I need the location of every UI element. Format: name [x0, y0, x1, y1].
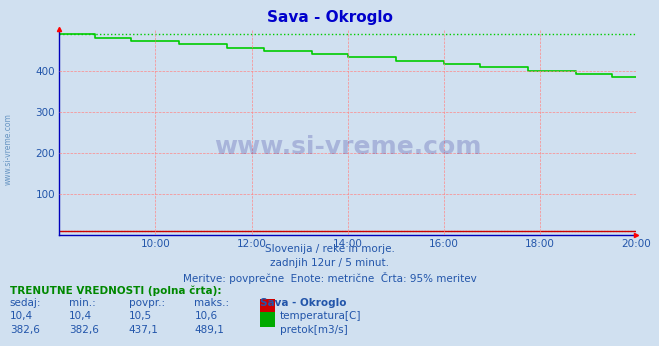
Text: temperatura[C]: temperatura[C] — [280, 311, 362, 321]
Text: povpr.:: povpr.: — [129, 298, 165, 308]
Text: www.si-vreme.com: www.si-vreme.com — [3, 113, 13, 185]
Text: maks.:: maks.: — [194, 298, 229, 308]
Text: 10,5: 10,5 — [129, 311, 152, 321]
Text: zadnjih 12ur / 5 minut.: zadnjih 12ur / 5 minut. — [270, 258, 389, 268]
Text: sedaj:: sedaj: — [10, 298, 42, 308]
Text: 382,6: 382,6 — [69, 325, 99, 335]
Text: 10,4: 10,4 — [69, 311, 92, 321]
Text: Meritve: povprečne  Enote: metrične  Črta: 95% meritev: Meritve: povprečne Enote: metrične Črta:… — [183, 272, 476, 284]
Text: min.:: min.: — [69, 298, 96, 308]
Text: Sava - Okroglo: Sava - Okroglo — [266, 10, 393, 25]
Text: 437,1: 437,1 — [129, 325, 158, 335]
Text: 382,6: 382,6 — [10, 325, 40, 335]
Text: www.si-vreme.com: www.si-vreme.com — [214, 135, 481, 159]
Text: 489,1: 489,1 — [194, 325, 224, 335]
Text: 10,4: 10,4 — [10, 311, 33, 321]
Text: TRENUTNE VREDNOSTI (polna črta):: TRENUTNE VREDNOSTI (polna črta): — [10, 285, 221, 296]
Text: Slovenija / reke in morje.: Slovenija / reke in morje. — [264, 244, 395, 254]
Text: pretok[m3/s]: pretok[m3/s] — [280, 325, 348, 335]
Text: Sava - Okroglo: Sava - Okroglo — [260, 298, 347, 308]
Text: 10,6: 10,6 — [194, 311, 217, 321]
